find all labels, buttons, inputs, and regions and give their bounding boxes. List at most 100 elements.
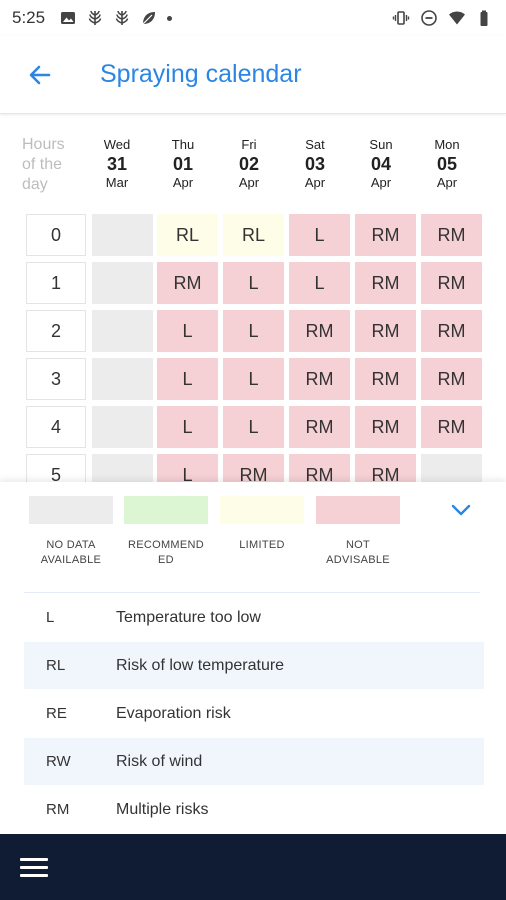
status-bar: 5:25 <box>0 0 506 36</box>
forecast-cell[interactable]: RM <box>355 262 416 304</box>
abbreviation-code: RL <box>46 657 66 674</box>
day-month: Apr <box>370 175 392 190</box>
forecast-cell[interactable]: RM <box>355 310 416 352</box>
forecast-cell[interactable] <box>92 406 153 448</box>
app-bar: Spraying calendar <box>0 36 506 114</box>
wheat-icon <box>86 9 104 27</box>
forecast-cell[interactable]: RM <box>355 454 416 482</box>
day-number: 01 <box>172 154 194 174</box>
forecast-cell[interactable] <box>92 358 153 400</box>
forecast-cell[interactable]: RM <box>355 358 416 400</box>
forecast-cell[interactable]: L <box>289 214 350 256</box>
abbreviation-row: RW Risk of wind <box>24 738 484 785</box>
forecast-cell[interactable]: RM <box>157 262 218 304</box>
image-icon <box>59 9 77 27</box>
forecast-cell[interactable]: L <box>157 406 218 448</box>
menu-icon-bar <box>20 857 48 861</box>
abbreviation-row: RM Multiple risks <box>24 786 484 833</box>
hour-row: 5 L RM RM RM <box>0 454 506 482</box>
forecast-cell[interactable]: RM <box>421 262 482 304</box>
abbreviation-code: RW <box>46 753 71 770</box>
forecast-cell[interactable]: L <box>223 262 284 304</box>
forecast-cell[interactable]: L <box>223 310 284 352</box>
day-number: 03 <box>304 154 326 174</box>
legend-divider <box>24 592 480 593</box>
forecast-cell[interactable]: RM <box>355 406 416 448</box>
vibrate-icon <box>392 9 410 27</box>
day-number: 05 <box>436 154 458 174</box>
wheat-icon <box>113 9 131 27</box>
more-notifications-dot <box>167 15 173 21</box>
forecast-cell[interactable]: L <box>157 310 218 352</box>
do-not-disturb-icon <box>420 9 438 27</box>
wifi-icon <box>448 9 466 27</box>
forecast-cell[interactable]: RM <box>421 310 482 352</box>
forecast-cell[interactable]: L <box>157 358 218 400</box>
forecast-cell[interactable]: RM <box>421 406 482 448</box>
forecast-cell[interactable]: RM <box>223 454 284 482</box>
abbreviation-description: Temperature too low <box>116 608 261 626</box>
forecast-cell[interactable] <box>421 454 482 482</box>
forecast-cell[interactable]: RL <box>223 214 284 256</box>
day-month: Apr <box>436 175 458 190</box>
day-name: Thu <box>171 137 195 152</box>
abbreviation-description: Risk of wind <box>116 752 203 770</box>
hour-label: 5 <box>26 454 86 482</box>
collapse-legend-button[interactable] <box>446 498 476 522</box>
forecast-cell[interactable]: L <box>223 358 284 400</box>
day-number: 31 <box>106 154 128 174</box>
calendar-header: Hours of the day Wed 31 Mar Thu 01 Apr Fri 02 Ap… <box>0 135 506 195</box>
forecast-cell[interactable]: RM <box>289 406 350 448</box>
hour-label: 2 <box>26 310 86 352</box>
hour-row: 0 RL RL L RM RM <box>0 214 506 258</box>
forecast-cell[interactable]: L <box>289 262 350 304</box>
forecast-cell[interactable]: L <box>157 454 218 482</box>
day-month: Apr <box>172 175 194 190</box>
legend-label: NO DATA AVAILABLE <box>40 539 102 566</box>
bottom-navigation-bar <box>0 834 506 900</box>
hour-row: 2 L L RM RM RM <box>0 310 506 354</box>
day-column-header: Sat 03 Apr <box>285 137 345 191</box>
status-system-icons <box>392 9 494 27</box>
menu-button[interactable] <box>20 852 50 882</box>
hour-label: 0 <box>26 214 86 256</box>
status-time: 5:25 <box>12 8 46 27</box>
menu-icon-bar <box>20 865 48 869</box>
hour-label: 4 <box>26 406 86 448</box>
day-column-header: Fri 02 Apr <box>219 137 279 191</box>
legend-swatch <box>220 496 304 524</box>
legend-label: NOT ADVISABLE <box>326 539 390 566</box>
legend-panel: NO DATA AVAILABLE RECOMMEND ED LIMITED NOT ADV… <box>0 482 506 834</box>
day-number: 04 <box>370 154 392 174</box>
forecast-cell[interactable]: RM <box>289 358 350 400</box>
forecast-cell[interactable] <box>92 454 153 482</box>
battery-icon <box>476 9 494 27</box>
forecast-cell[interactable]: RM <box>289 454 350 482</box>
forecast-cell[interactable]: RM <box>421 214 482 256</box>
abbreviation-description: Evaporation risk <box>116 704 231 722</box>
hour-label: 1 <box>26 262 86 304</box>
forecast-cell[interactable]: RM <box>421 358 482 400</box>
back-button[interactable] <box>18 53 62 97</box>
day-name: Sun <box>369 137 393 152</box>
hour-row: 1 RM L L RM RM <box>0 262 506 306</box>
forecast-cell[interactable] <box>92 262 153 304</box>
day-month: Apr <box>238 175 260 190</box>
abbreviation-description: Multiple risks <box>116 800 209 818</box>
day-name: Wed <box>103 137 131 152</box>
forecast-cell[interactable]: RM <box>289 310 350 352</box>
forecast-cell[interactable]: L <box>223 406 284 448</box>
hour-label: 3 <box>26 358 86 400</box>
spraying-grid[interactable]: 0 RL RL L RM RM 1 RM L L RM RM 2 L L RM RM RM 3 L L RM RM RM 4 L L… <box>0 210 506 482</box>
forecast-cell[interactable] <box>92 310 153 352</box>
forecast-cell[interactable] <box>92 214 153 256</box>
forecast-cell[interactable]: RL <box>157 214 218 256</box>
day-name: Mon <box>434 137 460 152</box>
abbreviation-code: L <box>46 609 55 626</box>
abbreviation-row: L Temperature too low <box>24 594 484 641</box>
leaf-icon <box>140 9 158 27</box>
legend-swatch <box>316 496 400 524</box>
forecast-cell[interactable]: RM <box>355 214 416 256</box>
legend-swatch <box>29 496 113 524</box>
day-name: Fri <box>241 137 257 152</box>
